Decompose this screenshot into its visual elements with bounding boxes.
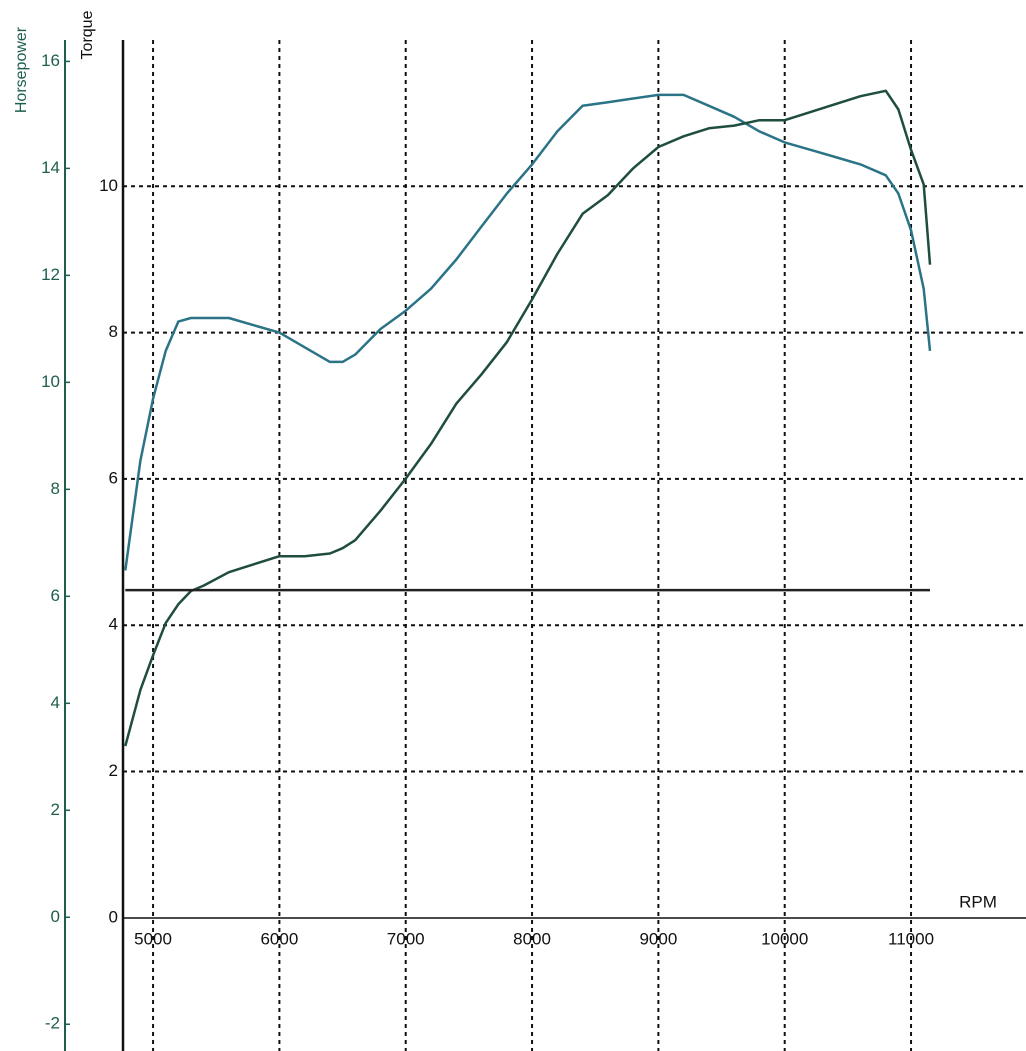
x-tick-label: 8000 (513, 929, 551, 948)
x-tick-label: 6000 (260, 929, 298, 948)
series-line (124, 89, 932, 747)
series-line (124, 93, 932, 571)
y-tick-label: 0 (109, 907, 118, 926)
y2-tick-label: 10 (41, 372, 60, 391)
y-tick-label: 8 (109, 322, 118, 341)
y2-tick-label: 8 (51, 479, 60, 498)
x-tick-label: 11000 (888, 929, 934, 948)
x-tick-label: 5000 (134, 929, 172, 948)
x-tick-label: 10000 (761, 929, 808, 948)
x-tick-label: 7000 (387, 929, 425, 948)
x-axis-label: RPM (959, 892, 997, 911)
y2-tick-label: 2 (51, 800, 60, 819)
y2-tick-label: 16 (41, 51, 60, 70)
x-tick-label: 9000 (639, 929, 677, 948)
y2-tick-label: 12 (41, 265, 60, 284)
y2-tick-label: 4 (51, 693, 60, 712)
y-tick-label: 6 (109, 468, 118, 487)
y2-axis-label: Horsepower (13, 26, 30, 113)
y2-tick-label: 0 (51, 907, 60, 926)
y2-tick-label: 14 (41, 158, 60, 177)
y2-tick-label: -2 (45, 1014, 60, 1033)
y-tick-label: 2 (109, 761, 118, 780)
y2-tick-label: 6 (51, 586, 60, 605)
y-tick-label: 10 (99, 176, 118, 195)
y-tick-label: 4 (109, 615, 118, 634)
y-axis-label: Torque (79, 10, 96, 59)
